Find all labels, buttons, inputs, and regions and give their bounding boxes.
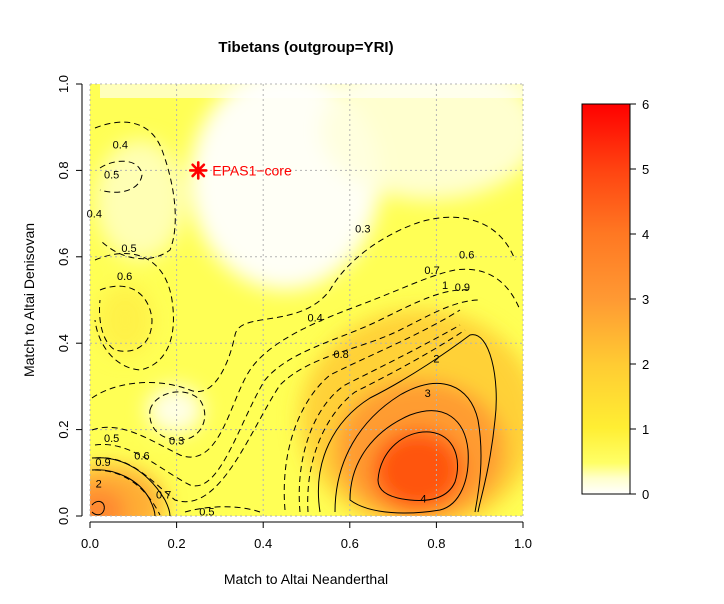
y-axis: 0.0 0.2 0.4 0.6 0.8 1.0 (56, 75, 83, 525)
contour-label-8: 0.7 (424, 265, 439, 277)
x-tick-label-4: 0.8 (427, 536, 445, 551)
contour-label-10: 0.9 (455, 282, 470, 294)
x-tick-label-3: 0.6 (341, 536, 359, 551)
contour-lines (91, 121, 521, 516)
x-tick-label-0: 0.0 (81, 536, 99, 551)
contour-label-3: 0.5 (121, 243, 136, 255)
contour-line-2-bottom-left (91, 469, 156, 516)
heatmap-top-strip (100, 84, 523, 98)
contour-line-top-left-outer (94, 121, 176, 260)
contour-line-0.7-main (94, 309, 461, 516)
contour-line-0.5-main (94, 289, 471, 487)
contour-label-6: 0.4 (308, 312, 323, 324)
plot-grid (89, 83, 524, 517)
contour-label-13: 3 (425, 388, 431, 400)
y-tick-label-4: 0.8 (56, 161, 71, 179)
contour-label-14: 4 (420, 494, 426, 506)
heatmap-orange-region-bottom-left (90, 488, 126, 516)
contour-label-0: 0.4 (113, 139, 128, 151)
contour-label-16: 0.5 (104, 433, 119, 445)
y-axis-label: Match to Altai Denisovan (21, 223, 37, 377)
contour-label-9: 1 (442, 280, 448, 292)
contour-line-0.9-main (307, 329, 466, 513)
annotation-label-0: EPAS1−core (212, 162, 292, 178)
contour-line-3-right (349, 410, 469, 514)
y-tick-label-3: 0.6 (56, 248, 71, 266)
contour-label-20: 0.7 (156, 489, 171, 501)
heatmap-surface (90, 84, 523, 516)
annotations: EPAS1−core (188, 161, 292, 180)
contour-line-left-lobe-outer (94, 253, 174, 371)
contour-line-left-lobe-inner (99, 285, 153, 352)
contour-line-1-bottom-left (91, 457, 171, 516)
annotation-marker-0 (188, 161, 208, 180)
contour-label-2: 0.4 (87, 209, 102, 221)
contour-labels: 0.40.50.40.50.60.30.40.60.71 0.90.8 2340.3… (87, 139, 475, 519)
heatmap-light-region-small (147, 386, 203, 434)
heatmap-red-region-right (373, 430, 463, 510)
contour-line-1-right (317, 334, 497, 513)
colorbar-tick-label-6: 6 (642, 97, 649, 112)
colorbar-tick-label-4: 4 (642, 227, 649, 242)
contour-label-11: 0.8 (333, 349, 348, 361)
colorbar-tick-label-0: 0 (642, 487, 649, 502)
chart-title: Tibetans (outgroup=YRI) (218, 39, 393, 56)
colorbar-tick-label-3: 3 (642, 292, 649, 307)
contour-line-2-right (334, 383, 482, 513)
colorbar-tick-label-1: 1 (642, 422, 649, 437)
heatmap-light-region-left (95, 140, 185, 260)
contour-label-7: 0.6 (459, 250, 474, 262)
contour-label-19: 2 (96, 479, 102, 491)
contour-label-21: 0.5 (199, 507, 214, 519)
contour-label-12: 2 (433, 353, 439, 365)
x-axis-label: Match to Altai Neanderthal (224, 571, 388, 587)
contour-line-4-bottom-left (91, 500, 105, 516)
contour-line-0.3-small-loop (149, 391, 206, 441)
contour-line-0.6-main (94, 299, 481, 503)
heatmap-warm-region-mid-left (97, 285, 153, 355)
contour-label-15: 0.3 (169, 435, 184, 447)
contour-label-17: 0.6 (134, 451, 149, 463)
contour-line-0.8-main (298, 324, 461, 513)
x-tick-label-1: 0.2 (168, 536, 186, 551)
colorbar-tick-label-2: 2 (642, 357, 649, 372)
y-tick-label-5: 1.0 (56, 75, 71, 93)
x-axis: 0.0 0.2 0.4 0.6 0.8 1.0 (81, 521, 532, 551)
x-tick-label-2: 0.4 (254, 536, 272, 551)
contour-line-0.3-main (91, 216, 516, 399)
colorbar (581, 103, 631, 495)
contour-line-top-left-inner (99, 160, 143, 193)
heatmap-light-region-top-right (320, 84, 523, 200)
contour-label-4: 0.6 (117, 271, 132, 283)
colorbar-tick-label-5: 5 (642, 162, 649, 177)
y-tick-label-1: 0.2 (56, 421, 71, 439)
contour-label-18: 0.9 (95, 457, 110, 469)
contour-line-0.4-main (91, 268, 521, 458)
contour-label-1: 0.5 (104, 170, 119, 182)
contour-label-5: 0.3 (355, 224, 370, 236)
contour-line-4-right (377, 431, 459, 501)
y-tick-label-0: 0.0 (56, 507, 71, 525)
y-tick-label-2: 0.4 (56, 334, 71, 352)
colorbar-ticks: 0 1 2 3 4 5 6 (630, 97, 649, 502)
x-tick-label-5: 1.0 (514, 536, 532, 551)
